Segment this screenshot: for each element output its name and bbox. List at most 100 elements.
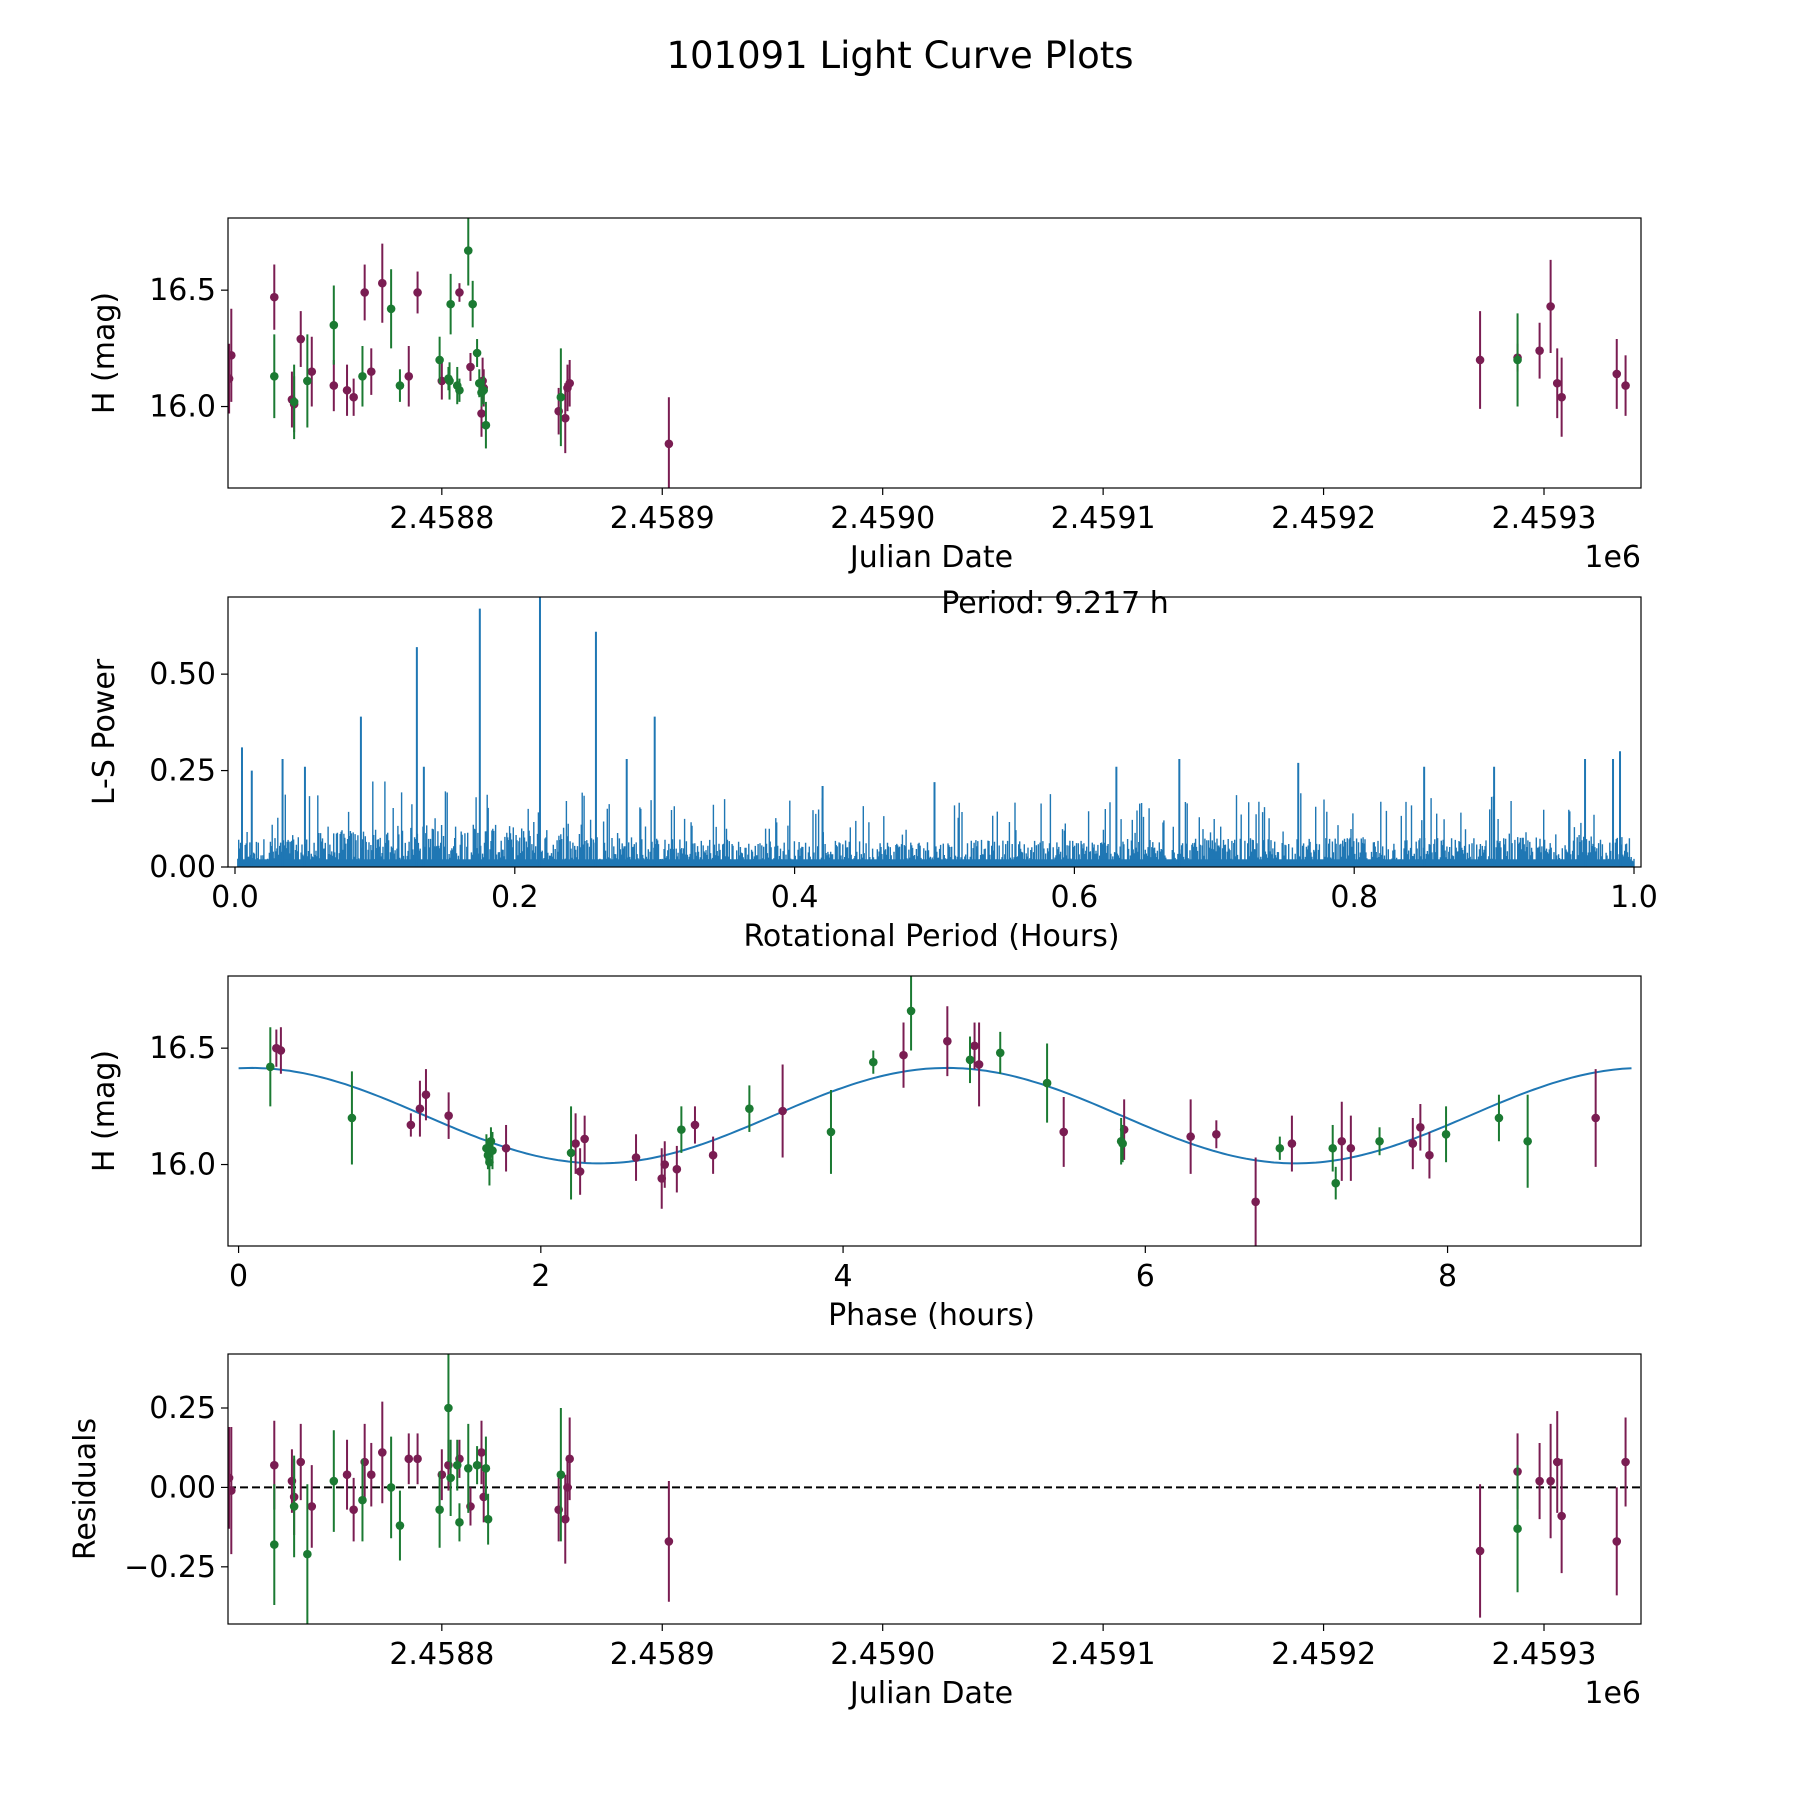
data-point: [455, 1518, 464, 1527]
data-point: [1513, 355, 1522, 365]
x-axis-label: Julian Date: [848, 1676, 1013, 1711]
data-point: [1475, 1546, 1485, 1556]
y-tick-label: 16.5: [149, 273, 216, 308]
data-point: [329, 381, 339, 390]
data-point: [1251, 1197, 1260, 1207]
data-point: [1275, 1143, 1285, 1153]
data-point: [435, 1505, 444, 1514]
data-point: [1337, 1136, 1347, 1146]
data-point: [303, 1549, 312, 1559]
data-point: [477, 409, 486, 418]
x-tick-label: 2.4591: [1051, 501, 1156, 536]
data-point: [943, 1036, 952, 1046]
x-tick-label: 2.4590: [830, 501, 935, 536]
data-point: [466, 362, 475, 372]
data-point: [406, 1120, 416, 1130]
data-point: [444, 1111, 453, 1120]
data-point: [378, 1448, 387, 1457]
data-point: [347, 1113, 357, 1123]
x-tick-label: 2.4588: [389, 1637, 494, 1672]
data-point: [435, 355, 444, 365]
data-point: [1475, 355, 1485, 365]
data-point: [289, 397, 299, 407]
data-point: [677, 1125, 686, 1134]
data-point: [395, 1521, 405, 1530]
plot-area: [228, 1354, 1641, 1624]
x-tick-label: 6: [1136, 1259, 1155, 1294]
data-point: [1552, 378, 1562, 388]
data-point: [445, 376, 454, 386]
panel-residuals: 2.4588 2.4589 2.4590 2.4591 2.4592 2.4593 −0.2…: [68, 1353, 1642, 1711]
y-tick-label: 16.0: [149, 1148, 216, 1183]
data-point: [413, 1454, 422, 1464]
y-tick-label: 16.0: [149, 390, 216, 425]
data-point: [1375, 1136, 1384, 1146]
x-tick-label: 2.4592: [1271, 501, 1376, 536]
data-point: [565, 378, 574, 388]
data-point: [228, 351, 236, 360]
data-point: [556, 1470, 566, 1480]
data-point: [1328, 1143, 1338, 1153]
data-point: [580, 1134, 589, 1144]
data-point: [1186, 1132, 1195, 1141]
data-point: [481, 1464, 491, 1473]
data-point: [415, 1104, 425, 1113]
data-point: [342, 385, 352, 395]
data-point: [481, 420, 491, 430]
y-tick-label: 0.25: [149, 754, 216, 789]
data-point: [488, 1146, 497, 1155]
x-offset-label: 1e6: [1584, 1676, 1641, 1711]
data-point: [486, 1136, 496, 1146]
data-point: [349, 392, 358, 402]
data-point: [1212, 1129, 1221, 1139]
data-point: [1523, 1136, 1532, 1146]
x-tick-label: 2.4593: [1492, 501, 1597, 536]
data-point: [1612, 1537, 1622, 1546]
plot-frame: [227, 217, 1642, 489]
data-point: [421, 1090, 431, 1100]
plot-area: [238, 976, 1632, 1246]
data-point: [266, 1062, 275, 1072]
data-point: [269, 292, 279, 302]
y-axis-label: Residuals: [68, 1418, 103, 1560]
data-point: [446, 1473, 455, 1483]
data-point: [1557, 392, 1566, 402]
data-point: [444, 1403, 453, 1413]
data-point: [307, 1502, 317, 1511]
data-point: [664, 439, 674, 449]
data-point: [329, 320, 339, 330]
periodogram-annotation: Period: 9.217 h: [941, 586, 1169, 621]
data-point: [468, 299, 477, 309]
panel-lightcurve: 2.4588 2.4589 2.4590 2.4591 2.4592 2.4593 16.0…: [87, 217, 1642, 575]
data-point: [560, 413, 570, 423]
y-axis-label: H (mag): [87, 292, 122, 414]
data-point: [664, 1537, 674, 1546]
data-point: [1546, 1476, 1555, 1486]
data-point: [269, 1460, 279, 1470]
x-tick-label: 2.4588: [389, 501, 494, 536]
y-tick-label: 0.50: [149, 657, 216, 692]
data-point: [303, 376, 312, 386]
data-point: [329, 1476, 339, 1486]
plot-area: [237, 597, 1635, 867]
data-point: [566, 1148, 576, 1158]
y-axis-label: H (mag): [87, 1050, 122, 1172]
data-point: [404, 371, 414, 381]
data-point: [1494, 1113, 1504, 1123]
data-point: [1612, 369, 1622, 379]
data-point: [995, 1048, 1005, 1058]
data-point: [1346, 1143, 1356, 1153]
data-point: [386, 304, 396, 314]
x-tick-label: 0: [229, 1259, 248, 1294]
plot-area: [228, 218, 1630, 488]
data-point: [1552, 1457, 1562, 1467]
y-tick-label: 0.25: [149, 1391, 216, 1426]
data-point: [463, 1464, 473, 1473]
panel-periodogram: 0.0 0.2 0.4 0.6 0.8 1.0 0.00 0.25 0.50 Rotational…: [87, 596, 1658, 954]
x-tick-label: 1.0: [1610, 880, 1658, 915]
data-point: [477, 1448, 486, 1457]
data-point: [1591, 1113, 1600, 1123]
data-point: [296, 334, 306, 344]
plot-frame: [227, 596, 1642, 868]
